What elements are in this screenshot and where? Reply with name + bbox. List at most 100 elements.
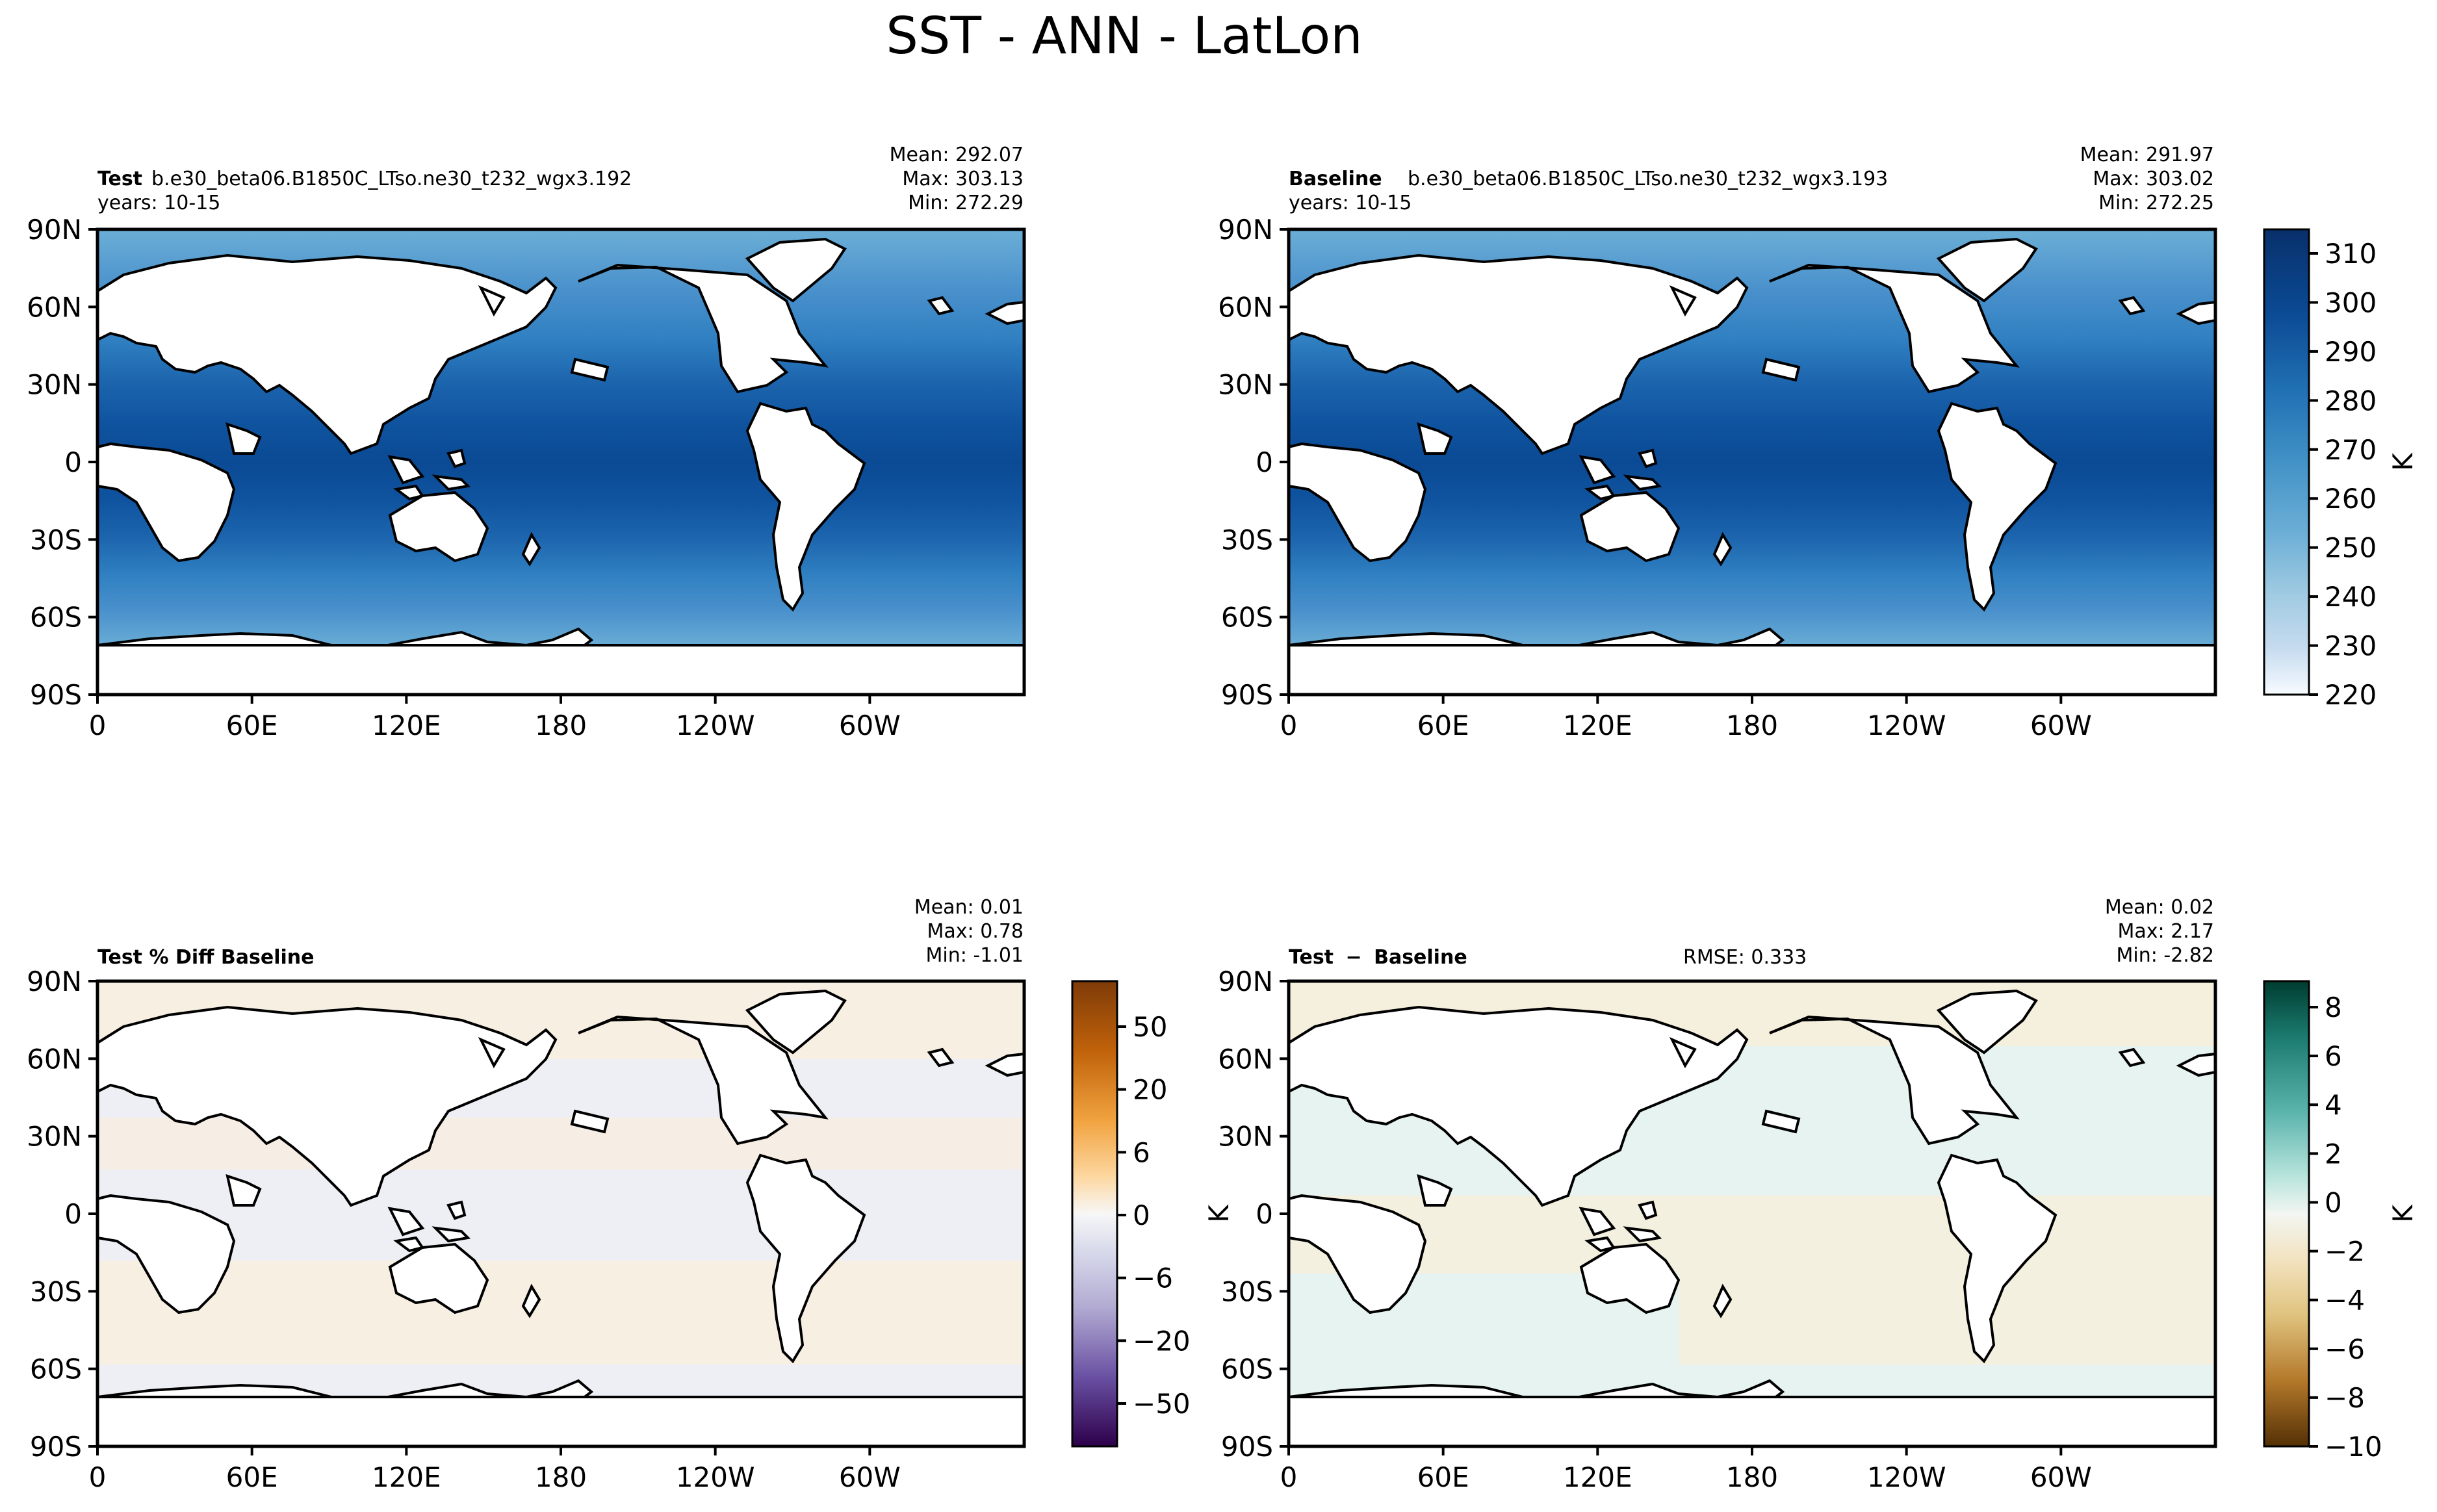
lon-tick-label: 120W bbox=[676, 1461, 755, 1493]
colorbar-tick-label: 230 bbox=[2325, 630, 2377, 662]
colorbar-tick-label: 250 bbox=[2325, 532, 2377, 564]
lat-tick-label: 60N bbox=[27, 291, 82, 323]
panel-pct-diff-mean: Mean: 0.01 bbox=[914, 896, 1024, 919]
panel-diff-max: Max: 2.17 bbox=[2118, 920, 2214, 943]
lat-tick-label: 90N bbox=[27, 214, 82, 246]
colorbar-tick-label: 2 bbox=[2325, 1138, 2342, 1170]
lon-tick-label: 0 bbox=[89, 710, 107, 741]
lon-tick-label: 0 bbox=[89, 1461, 107, 1493]
lat-tick-label: 90S bbox=[1221, 679, 1273, 711]
lon-tick-label: 60E bbox=[1417, 710, 1469, 741]
panel-baseline-map bbox=[1287, 227, 2217, 697]
lat-tick-label: 0 bbox=[1256, 1198, 1273, 1230]
lon-tick-label: 0 bbox=[1280, 1461, 1298, 1493]
colorbar-tick-label: −4 bbox=[2325, 1285, 2365, 1316]
colorbar-tick-label: 300 bbox=[2325, 287, 2377, 318]
lat-tick-label: 60S bbox=[1221, 602, 1273, 634]
lat-tick-label: 30N bbox=[1218, 369, 1273, 401]
panel-test-mean: Mean: 292.07 bbox=[890, 144, 1024, 166]
lon-tick-label: 180 bbox=[535, 710, 587, 741]
colorbar-tick-label: −6 bbox=[1133, 1262, 1173, 1294]
lat-tick-label: 90S bbox=[30, 679, 82, 711]
panel-test-years: years: 10-15 bbox=[97, 192, 220, 214]
colorbar-tick-label: 6 bbox=[1133, 1136, 1150, 1168]
panel-baseline: Baseline b.e30_beta06.B1850C_LTso.ne30_t… bbox=[1287, 144, 2217, 697]
panel-diff: Test − Baseline RMSE: 0.333 Mean: 0.02 M… bbox=[1203, 896, 2217, 1448]
lon-tick-label: 120E bbox=[1563, 710, 1632, 741]
panel-pct-diff-map bbox=[96, 979, 1026, 1448]
colorbar-tick-label: −50 bbox=[1133, 1388, 1191, 1420]
lat-tick-label: 90N bbox=[1218, 966, 1273, 997]
colorbar-tick-label: −10 bbox=[2325, 1431, 2382, 1463]
panel-test-map bbox=[96, 227, 1026, 697]
lon-tick-label: 120W bbox=[1867, 710, 1946, 741]
colorbar-pct: 50 20 6 0 −6 −20 −50 bbox=[1071, 980, 1191, 1448]
lat-tick-label: 60N bbox=[27, 1043, 82, 1075]
lon-tick-label: 0 bbox=[1280, 710, 1298, 741]
colorbar-tick-label: −20 bbox=[1133, 1325, 1191, 1357]
lat-tick-label: 30N bbox=[27, 369, 82, 401]
lon-tick-label: 60E bbox=[226, 1461, 278, 1493]
panel-test-max: Max: 303.13 bbox=[902, 168, 1024, 190]
colorbar-tick-label: −2 bbox=[2325, 1236, 2365, 1268]
figure-title: SST - ANN - LatLon bbox=[886, 7, 1362, 66]
colorbar-sst-ticks: 310 300 290 280 270 260 250 240 230 220 bbox=[2309, 238, 2377, 711]
lon-tick-label: 60W bbox=[839, 1461, 901, 1493]
colorbar-tick-label: 20 bbox=[1133, 1074, 1167, 1106]
panel-diff-label-left: Test bbox=[1289, 946, 1334, 969]
lat-tick-label: 0 bbox=[64, 446, 82, 478]
panel-diff-mean: Mean: 0.02 bbox=[2105, 896, 2214, 919]
colorbar-tick-label: −8 bbox=[2325, 1382, 2365, 1414]
colorbar-tick-label: 240 bbox=[2325, 581, 2377, 613]
lon-tick-label: 120E bbox=[372, 710, 441, 741]
colorbar-tick-label: 270 bbox=[2325, 434, 2377, 466]
lat-tick-label: 90S bbox=[1221, 1431, 1273, 1463]
lon-tick-label: 120E bbox=[1563, 1461, 1632, 1493]
lat-tick-label: 60N bbox=[1218, 291, 1273, 323]
lon-tick-label: 120W bbox=[1867, 1461, 1946, 1493]
panel-pct-diff-min: Min: -1.01 bbox=[926, 944, 1024, 967]
panel-baseline-label: Baseline bbox=[1289, 168, 1382, 190]
panel-diff-label-right: Baseline bbox=[1374, 946, 1467, 969]
colorbar-tick-label: 280 bbox=[2325, 385, 2377, 416]
colorbar-tick-label: 290 bbox=[2325, 336, 2377, 368]
panel-diff-label: Test − Baseline bbox=[1289, 946, 1467, 969]
panel-pct-diff-label: Test % Diff Baseline bbox=[97, 946, 315, 969]
panel-test-label: Test bbox=[97, 168, 142, 190]
lon-tick-label: 60E bbox=[226, 710, 278, 741]
lon-tick-label: 60W bbox=[839, 710, 901, 741]
colorbar-tick-label: 310 bbox=[2325, 238, 2377, 270]
lat-tick-label: 60S bbox=[30, 602, 82, 634]
panel-diff-rmse: RMSE: 0.333 bbox=[1683, 946, 1807, 969]
lat-tick-label: 30N bbox=[1218, 1121, 1273, 1153]
lat-tick-label: 0 bbox=[64, 1198, 82, 1230]
colorbar-tick-label: 260 bbox=[2325, 483, 2377, 515]
lon-tick-label: 60W bbox=[2030, 710, 2092, 741]
lon-tick-label: 60E bbox=[1417, 1461, 1469, 1493]
lat-tick-label: 30N bbox=[27, 1121, 82, 1153]
lat-tick-label: 90S bbox=[30, 1431, 82, 1463]
lon-tick-label: 180 bbox=[1726, 710, 1778, 741]
panel-baseline-years: years: 10-15 bbox=[1289, 192, 1412, 214]
lon-tick-label: 60W bbox=[2030, 1461, 2092, 1493]
panel-test-case: b.e30_beta06.B1850C_LTso.ne30_t232_wgx3.… bbox=[151, 168, 632, 190]
lat-tick-label: 0 bbox=[1256, 446, 1273, 478]
panel-diff-label-op: − bbox=[1345, 946, 1361, 969]
lon-tick-label: 180 bbox=[1726, 1461, 1778, 1493]
lat-tick-label: 60N bbox=[1218, 1043, 1273, 1075]
colorbar-tick-label: 220 bbox=[2325, 679, 2377, 711]
lon-tick-label: 180 bbox=[535, 1461, 587, 1493]
colorbar-tick-label: 8 bbox=[2325, 992, 2342, 1023]
colorbar-tick-label: 0 bbox=[2325, 1186, 2342, 1218]
panel-pct-diff: Test % Diff Baseline Mean: 0.01 Max: 0.7… bbox=[96, 896, 1026, 1448]
panel-test-min: Min: 272.29 bbox=[908, 192, 1024, 214]
panel-diff-ylabel-left: K bbox=[1203, 1204, 1235, 1223]
colorbar-tick-label: 0 bbox=[1133, 1199, 1150, 1231]
panel-baseline-mean: Mean: 291.97 bbox=[2080, 144, 2214, 166]
colorbar-anom-unit: K bbox=[2387, 1204, 2419, 1223]
colorbar-tick-label: 50 bbox=[1133, 1011, 1167, 1043]
panel-pct-diff-max: Max: 0.78 bbox=[927, 920, 1024, 943]
lon-tick-label: 120E bbox=[372, 1461, 441, 1493]
lat-tick-label: 30S bbox=[1221, 524, 1273, 556]
